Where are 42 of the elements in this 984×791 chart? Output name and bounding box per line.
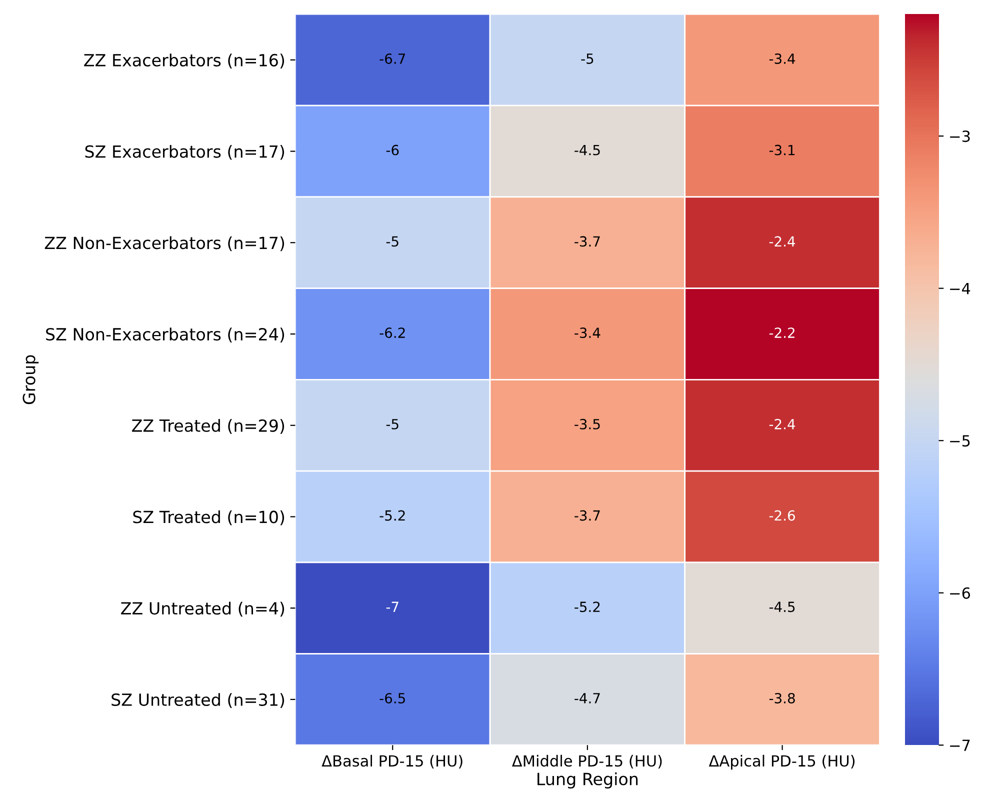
data-label: -3.8 — [769, 692, 795, 704]
data-label: -3.4 — [769, 53, 796, 64]
x-axis-title: Lung Region — [538, 772, 638, 789]
data-label: -5 — [386, 419, 398, 430]
y-tick-label: SZ Treated (n=10) — [133, 510, 284, 526]
data-label: -2.6 — [769, 510, 795, 521]
data-label: -3.7 — [574, 236, 600, 247]
y-tick-label: SZ Exacerbators (n=17) — [85, 144, 284, 160]
data-label: -4.5 — [574, 144, 600, 156]
color-bar-label: −5 — [950, 435, 970, 447]
data-label: -2.4 — [769, 236, 796, 246]
x-tick-label: ΔMiddle PD-15 (HU) — [512, 754, 662, 768]
data-label: -5 — [386, 236, 398, 247]
data-label: -5.2 — [574, 602, 600, 612]
data-label: -5.2 — [380, 510, 405, 521]
x-tick-label: ΔBasal PD-15 (HU) — [322, 754, 462, 768]
data-label: -6.5 — [380, 692, 405, 704]
y-tick-label: ZZ Non-Exacerbators (n=17) — [44, 236, 284, 252]
data-label: -6.2 — [380, 328, 405, 338]
data-label: -5 — [581, 54, 594, 64]
color-bar-label: −7 — [950, 740, 970, 751]
y-tick-label: ZZ Treated (n=29) — [132, 419, 284, 434]
data-label: -3.7 — [574, 510, 600, 521]
color-bar-label: −6 — [950, 587, 970, 599]
data-label: -6 — [386, 144, 399, 156]
data-label: -7 — [386, 602, 398, 612]
color-bar-label: −3 — [950, 130, 970, 142]
y-tick-label: SZ Non-Exacerbators (n=24) — [46, 328, 284, 343]
data-label: -2.2 — [769, 328, 794, 338]
data-label: -2.4 — [769, 418, 796, 430]
y-tick-label: ZZ Exacerbators (n=16) — [84, 54, 284, 68]
data-label: -3.5 — [574, 418, 600, 430]
color-bar-label: −4 — [950, 282, 970, 294]
x-tick-label: ΔApical PD-15 (HU) — [708, 754, 855, 770]
data-label: -4.7 — [574, 693, 600, 704]
data-label: -6.7 — [380, 53, 405, 64]
y-tick-label: SZ Untreated (n=31) — [112, 693, 284, 708]
y-axis-title: Group — [22, 355, 39, 404]
data-label: -3.4 — [574, 328, 600, 338]
y-tick-label: ZZ Untreated (n=4) — [121, 602, 284, 617]
data-label: -3.1 — [769, 144, 795, 156]
data-label: -4.5 — [769, 602, 795, 612]
